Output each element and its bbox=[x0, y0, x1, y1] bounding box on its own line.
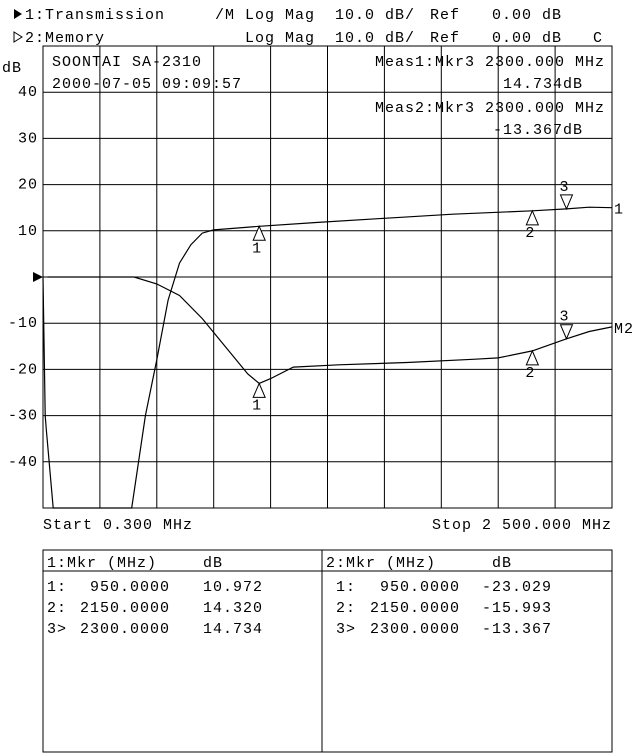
table-header: dB bbox=[492, 555, 512, 572]
instrument-name: SOONTAI SA-2310 bbox=[52, 54, 202, 71]
header-field: 1:Transmission bbox=[25, 7, 165, 24]
header-field: 2:Memory bbox=[25, 30, 105, 47]
measurement-label: Meas2:Mkr3 2300.000 MHz bbox=[375, 100, 605, 117]
table-value: 14.734 bbox=[203, 621, 263, 638]
stop-frequency: Stop 2 500.000 MHz bbox=[432, 517, 612, 534]
table-header: 2:Mkr (MHz) bbox=[326, 555, 436, 572]
y-tick-label: 20 bbox=[18, 177, 38, 194]
trace-label: M2 bbox=[614, 321, 634, 338]
table-frequency: 2150.0000 bbox=[370, 600, 460, 617]
marker bbox=[525, 209, 540, 226]
marker bbox=[252, 225, 266, 241]
marker-label: 1 bbox=[252, 240, 262, 257]
header-field: Log Mag bbox=[245, 7, 315, 24]
header-field: 10.0 dB/ bbox=[335, 30, 415, 47]
marker bbox=[559, 324, 574, 341]
table-value: -13.367 bbox=[482, 621, 552, 638]
y-tick-label: -40 bbox=[8, 454, 38, 471]
header-field: Ref bbox=[430, 7, 460, 24]
table-value: -15.993 bbox=[482, 600, 552, 617]
y-tick-label: 10 bbox=[18, 223, 38, 240]
marker bbox=[525, 349, 540, 366]
marker-table-frame bbox=[42, 549, 613, 753]
table-frequency: 2300.0000 bbox=[370, 621, 460, 638]
table-marker-index: 1: bbox=[336, 579, 356, 596]
table-header: 1:Mkr (MHz) bbox=[47, 555, 157, 572]
marker-label: 1 bbox=[252, 397, 262, 414]
table-value: 10.972 bbox=[203, 579, 263, 596]
table-marker-index: 2: bbox=[336, 600, 356, 617]
table-value: -23.029 bbox=[482, 579, 552, 596]
table-marker-index: 3> bbox=[47, 621, 67, 638]
trace bbox=[47, 276, 613, 385]
table-frequency: 950.0000 bbox=[380, 579, 460, 596]
active-trace-indicator bbox=[14, 9, 22, 19]
table-header: dB bbox=[203, 555, 223, 572]
marker-label: 2 bbox=[525, 365, 535, 382]
marker-label: 2 bbox=[525, 225, 535, 242]
header-field: C bbox=[593, 30, 603, 47]
reference-indicator bbox=[33, 272, 43, 282]
marker-label: 3 bbox=[559, 179, 569, 196]
timestamp: 2000-07-05 09:09:57 bbox=[52, 76, 242, 93]
measurement-value: 14.734dB bbox=[503, 76, 583, 93]
y-tick-label: -30 bbox=[8, 408, 38, 425]
table-marker-index: 1: bbox=[47, 579, 67, 596]
header-field: Log Mag bbox=[245, 30, 315, 47]
header-field: 0.00 dB bbox=[492, 30, 562, 47]
measurement-label: Meas1:Mkr3 2300.000 MHz bbox=[375, 54, 605, 71]
table-marker-index: 2: bbox=[47, 600, 67, 617]
header-field: 10.0 dB/ bbox=[335, 7, 415, 24]
y-axis-label: dB bbox=[2, 60, 22, 77]
table-frequency: 950.0000 bbox=[90, 579, 170, 596]
start-frequency: Start 0.300 MHz bbox=[43, 517, 193, 534]
header-field: 0.00 dB bbox=[492, 7, 562, 24]
y-tick-label: -10 bbox=[8, 315, 38, 332]
y-tick-label: 30 bbox=[18, 130, 38, 147]
y-tick-label: -20 bbox=[8, 361, 38, 378]
table-frequency: 2150.0000 bbox=[80, 600, 170, 617]
memory-trace-indicator bbox=[13, 31, 23, 43]
marker-label: 3 bbox=[559, 309, 569, 326]
trace bbox=[42, 206, 613, 509]
header-field: Ref bbox=[430, 30, 460, 47]
marker bbox=[252, 382, 266, 398]
y-tick-label: 40 bbox=[18, 84, 38, 101]
header-field: /M bbox=[215, 7, 235, 24]
marker bbox=[559, 194, 574, 211]
table-marker-index: 3> bbox=[336, 621, 356, 638]
table-value: 14.320 bbox=[203, 600, 263, 617]
table-frequency: 2300.0000 bbox=[80, 621, 170, 638]
measurement-value: -13.367dB bbox=[493, 122, 583, 139]
trace-label: 1 bbox=[614, 202, 624, 219]
